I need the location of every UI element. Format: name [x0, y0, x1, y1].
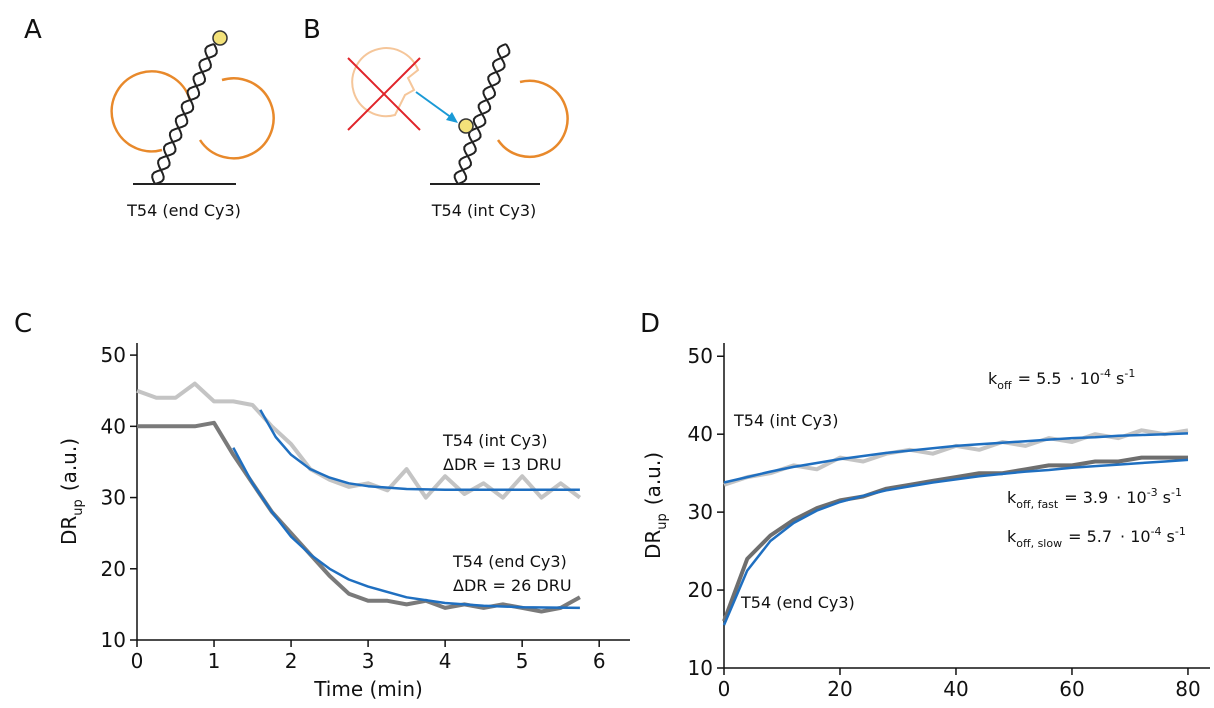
rate-label: koff, fast = 3.9 · 10-3 s-1 — [1007, 486, 1182, 511]
dna-strand — [453, 43, 511, 185]
rate-symbol: k — [1007, 488, 1017, 507]
cross — [347, 57, 421, 131]
y-tick-label: 20 — [101, 557, 126, 581]
y-axis-label: DRup (a.u.) — [641, 452, 670, 559]
x-tick-label: 5 — [516, 649, 529, 673]
rate-unit: s — [1167, 527, 1175, 546]
annotation: T54 (end Cy3) — [740, 593, 855, 612]
rate-times: · 10 — [1070, 369, 1101, 388]
rate-value: = 5.5 — [1018, 369, 1062, 388]
diagram-a: T54 (end Cy3) — [110, 30, 275, 220]
x-axis-label: Time (min) — [313, 677, 423, 701]
y-label-sub: up — [71, 499, 86, 516]
y-axis-label: DRup (a.u.) — [57, 438, 86, 545]
rate-unit: s — [1116, 369, 1124, 388]
series-line — [722, 458, 1189, 626]
arrow — [415, 91, 453, 119]
series-line — [137, 420, 581, 614]
y-tick-label: 30 — [101, 486, 126, 510]
rate-sub: off, slow — [1016, 537, 1062, 550]
diagram-label: T54 (int Cy3) — [431, 201, 536, 220]
x-tick-label: 60 — [1059, 677, 1084, 701]
cy3-dye — [458, 118, 474, 134]
y-tick-label: 10 — [688, 656, 713, 680]
x-tick-label: 40 — [943, 677, 968, 701]
x-tick-label: 20 — [827, 677, 852, 701]
rate-label: koff = 5.5 · 10-4 s-1 — [988, 367, 1135, 392]
x-tick-label: 80 — [1175, 677, 1200, 701]
y-tick-label: 40 — [101, 414, 126, 438]
annotation: T54 (end Cy3) — [452, 552, 567, 571]
rate-exp: -4 — [1151, 525, 1162, 538]
rate-times: · 10 — [1120, 527, 1151, 546]
panel-label: C — [14, 309, 32, 339]
rate-unit: s — [1163, 488, 1171, 507]
y-label-unit: (a.u.) — [57, 438, 81, 491]
dna — [453, 43, 511, 185]
y-tick-label: 40 — [688, 422, 713, 446]
x-axis-label: Time (min) — [901, 705, 1011, 708]
dna — [151, 43, 218, 185]
y-label-sub: up — [655, 513, 670, 530]
arrow-head — [446, 112, 458, 123]
y-tick-label: 20 — [688, 578, 713, 602]
x-tick-label: 2 — [285, 649, 298, 673]
x-tick-label: 0 — [131, 649, 144, 673]
rate-value: = 5.7 — [1068, 527, 1112, 546]
rate-unit-exp: -1 — [1124, 367, 1135, 380]
y-tick-label: 50 — [101, 343, 126, 367]
rate-symbol: k — [1007, 527, 1017, 546]
rate-value: = 3.9 — [1064, 488, 1108, 507]
annotation: ΔDR = 13 DRU — [443, 455, 562, 474]
panel-label: A — [24, 15, 42, 45]
series-line — [722, 455, 1188, 622]
y-tick-label: 30 — [688, 500, 713, 524]
x-tick-label: 0 — [718, 677, 731, 701]
series-line — [232, 447, 580, 610]
series-line — [723, 432, 1189, 484]
rate-unit-exp: -1 — [1171, 486, 1182, 499]
chart-d: 0 20 40 60 80 10 20 30 40 50 Time (min) DRup (a.u.) T… — [641, 343, 1210, 708]
panel-label: D — [640, 309, 660, 339]
x-tick-label: 4 — [439, 649, 452, 673]
protein — [198, 77, 275, 160]
cy3-dye — [212, 30, 228, 46]
rate-label: koff, slow = 5.7 · 10-4 s-1 — [1007, 525, 1186, 550]
rate-sub: off — [997, 379, 1012, 392]
dna-strand — [151, 43, 218, 185]
annotation: T54 (int Cy3) — [442, 431, 547, 450]
rate-unit-exp: -1 — [1175, 525, 1186, 538]
x-tick-label: 3 — [362, 649, 375, 673]
annotation: ΔDR = 26 DRU — [453, 576, 572, 595]
y-tick-label: 10 — [101, 628, 126, 652]
rate-exp: -4 — [1100, 367, 1111, 380]
panel-label: B — [303, 15, 321, 45]
rate-times: · 10 — [1116, 488, 1147, 507]
annotation: T54 (int Cy3) — [733, 411, 838, 430]
x-tick-label: 1 — [208, 649, 221, 673]
protein-faded — [351, 47, 420, 118]
rate-sub: off, fast — [1016, 498, 1059, 511]
rate-exp: -3 — [1147, 486, 1158, 499]
rate-symbol: k — [988, 369, 998, 388]
protein — [110, 70, 192, 153]
diagram-label: T54 (end Cy3) — [126, 201, 241, 220]
x-tick-label: 6 — [593, 649, 606, 673]
y-label-main: DR — [57, 516, 81, 545]
chart-c: 0 1 2 3 4 5 6 10 20 30 40 50 Time (min) DRup (a.u.) T54… — [57, 343, 630, 701]
y-tick-label: 50 — [688, 344, 713, 368]
protein — [496, 79, 569, 158]
series-line — [259, 409, 580, 491]
y-label-unit: (a.u.) — [641, 452, 665, 505]
diagram-b: T54 (int Cy3) — [347, 43, 569, 220]
y-label-main: DR — [641, 530, 665, 559]
